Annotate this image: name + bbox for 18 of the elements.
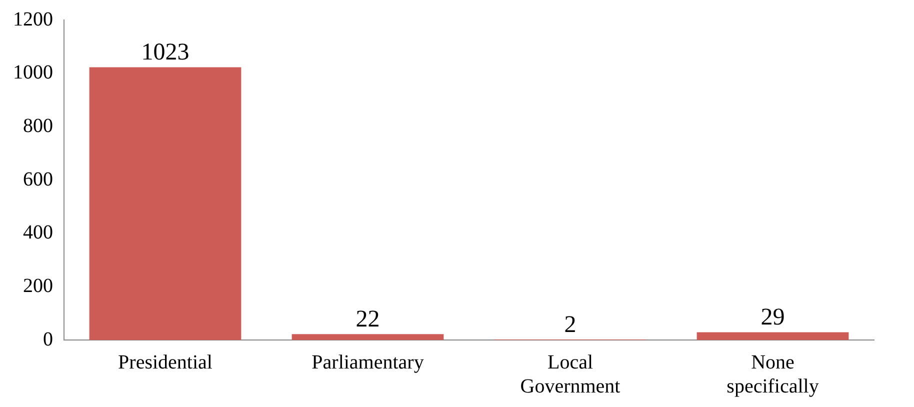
- bar: [696, 332, 849, 340]
- x-tick-label: Local Government: [520, 351, 621, 398]
- y-tick-label: 0: [43, 328, 53, 350]
- y-tick-label: 200: [23, 274, 53, 297]
- data-label: 1023: [141, 39, 190, 66]
- bar: [89, 67, 242, 340]
- y-tick-label: 1200: [13, 8, 53, 30]
- y-tick-label: 800: [23, 114, 53, 137]
- bar: [292, 334, 444, 340]
- x-tick-label: None specifically: [726, 351, 819, 398]
- y-tick-label: 400: [23, 222, 53, 244]
- x-tick-label: Presidential: [118, 351, 213, 374]
- data-label: 22: [356, 306, 380, 332]
- data-label: 29: [760, 304, 785, 331]
- y-tick-label: 600: [23, 168, 53, 190]
- x-tick-label: Parliamentary: [312, 351, 424, 374]
- data-label: 2: [564, 312, 576, 338]
- y-tick-label: 1000: [13, 62, 53, 84]
